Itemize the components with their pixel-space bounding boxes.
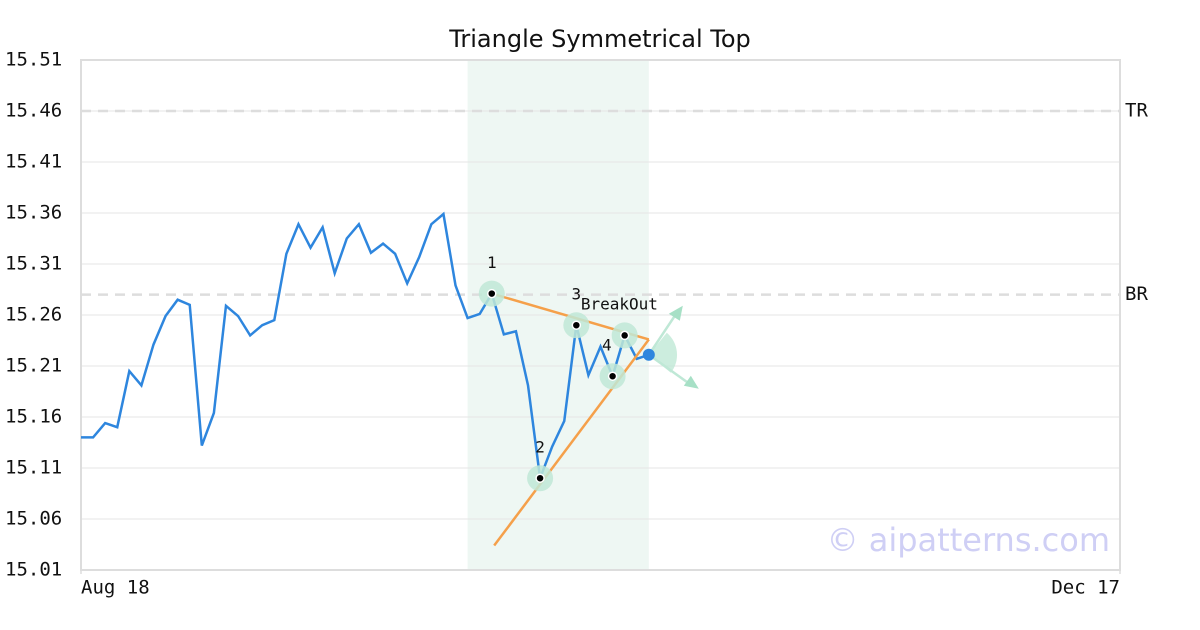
pattern-point <box>487 288 497 299</box>
breakout-arrow <box>647 312 678 356</box>
level-label: BR <box>1125 283 1148 305</box>
y-tick-label: 15.51 <box>5 49 62 71</box>
y-tick-label: 15.21 <box>5 355 62 377</box>
y-tick-label: 15.36 <box>5 202 62 224</box>
breakout-point <box>642 348 655 361</box>
chart-title: Triangle Symmetrical Top <box>448 25 751 53</box>
y-tick-label: 15.16 <box>5 406 62 428</box>
pattern-point <box>535 473 545 483</box>
y-tick-label: 15.26 <box>5 304 62 326</box>
pattern-point-label: 1 <box>487 253 497 272</box>
watermark: © aipatterns.com <box>827 521 1110 559</box>
price-line <box>81 211 650 479</box>
x-tick-label: Aug 18 <box>81 577 150 599</box>
pattern-point <box>571 320 582 330</box>
pattern-point <box>619 330 630 341</box>
breakout-arrow <box>648 353 692 386</box>
pattern-point <box>607 371 618 381</box>
level-label: TR <box>1125 100 1148 122</box>
breakout-arrowhead <box>683 375 699 389</box>
breakout-label: BreakOut <box>581 294 658 313</box>
y-tick-label: 15.46 <box>5 100 62 122</box>
y-tick-label: 15.41 <box>5 151 62 173</box>
breakout-wedge <box>648 332 678 373</box>
y-tick-label: 15.11 <box>5 457 62 479</box>
plot-frame <box>80 59 1121 571</box>
breakout-arrowhead <box>668 305 683 321</box>
pattern-point-label: 3 <box>572 285 582 304</box>
pattern-point-label: 4 <box>602 336 612 355</box>
pattern-point-label: 2 <box>535 438 545 457</box>
y-tick-label: 15.01 <box>5 559 62 581</box>
y-tick-label: 15.31 <box>5 253 62 275</box>
y-tick-label: 15.06 <box>5 508 62 530</box>
x-tick-label: Dec 17 <box>1051 577 1120 599</box>
